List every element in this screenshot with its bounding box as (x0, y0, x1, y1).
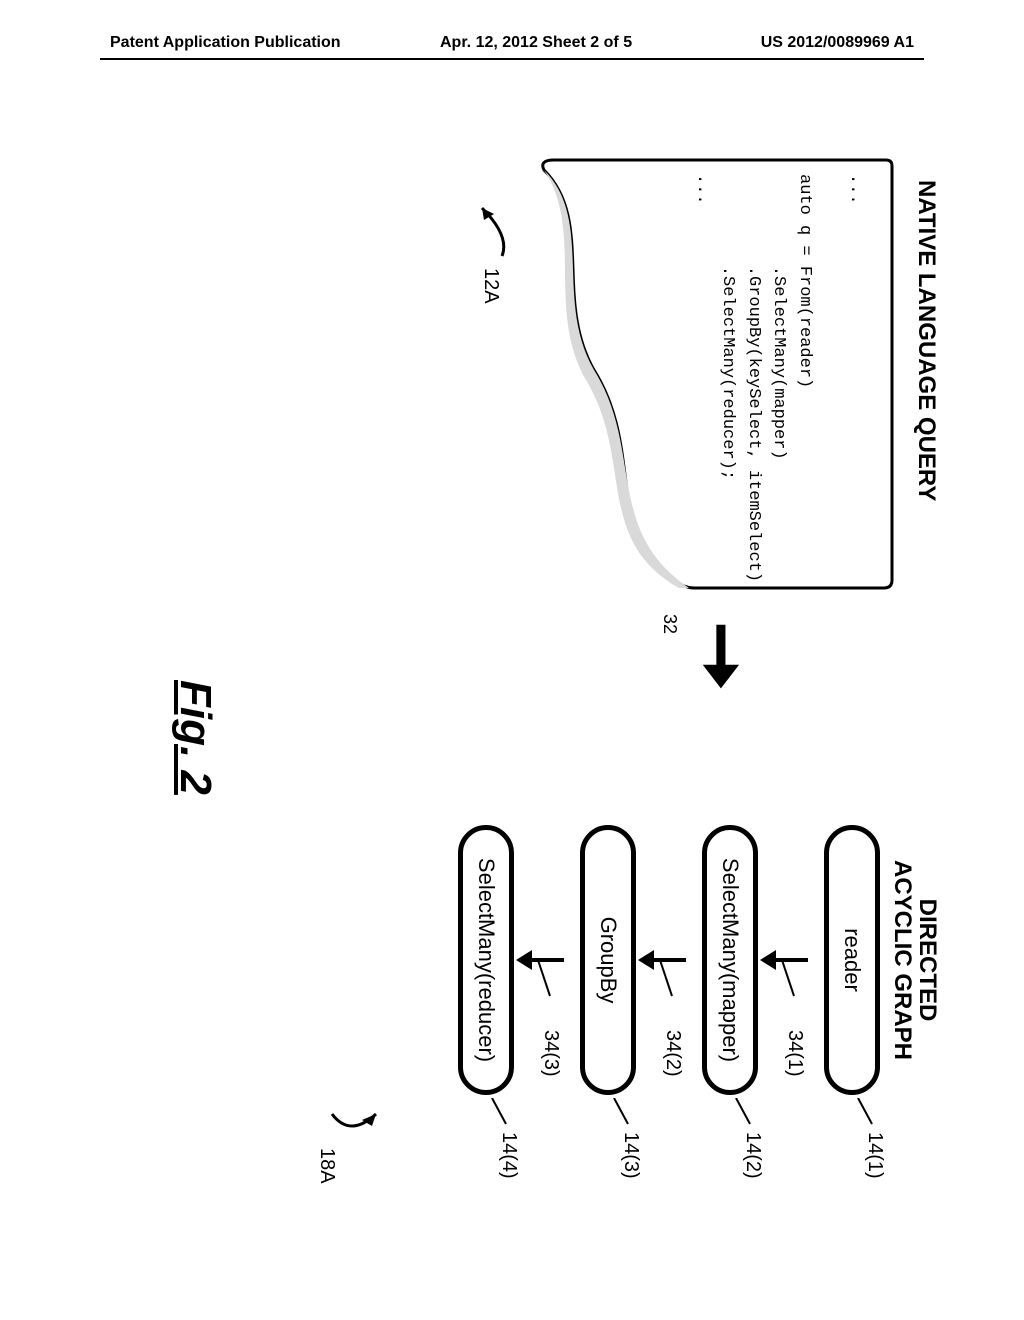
dag-edge-row: 34(3) (514, 700, 564, 1220)
figure-stage: NATIVE LANGUAGE QUERY ... auto q = From(… (90, 140, 940, 1240)
nlq-title: NATIVE LANGUAGE QUERY (912, 150, 940, 600)
dag-node: SelectMany(reducer) (458, 825, 514, 1095)
nlq-panel: ... auto q = From(reader) .SelectMany(ma… (534, 150, 894, 590)
dag-title-line1: DIRECTED (914, 899, 941, 1022)
transform-arrow-ref: 32 (659, 614, 680, 634)
dag-node: GroupBy (580, 825, 636, 1095)
dag-edge-ref-lead (776, 960, 796, 1010)
header-center: Apr. 12, 2012 Sheet 2 of 5 (440, 34, 632, 52)
dag-node: SelectMany(mapper) (702, 825, 758, 1095)
header-rule (100, 58, 924, 60)
dag-edge-ref-lead (532, 960, 552, 1010)
dag-title-line2: ACYCLIC GRAPH (889, 860, 916, 1060)
dag-node-row: SelectMany(mapper)14(2) (686, 700, 758, 1220)
dag-edge-row: 34(2) (636, 700, 686, 1220)
dag-edge-ref: 34(3) (539, 1030, 562, 1077)
dag-node-ref: 14(2) (741, 1132, 764, 1179)
dag-edge-row: 34(1) (758, 700, 808, 1220)
dag-node-row: GroupBy14(3) (564, 700, 636, 1220)
dag-node-ref: 14(1) (863, 1132, 886, 1179)
dag-column: DIRECTED ACYCLIC GRAPH reader14(1)34(1)S… (442, 700, 940, 1220)
dag-body: reader14(1)34(1)SelectMany(mapper)14(2)3… (442, 700, 880, 1220)
nlq-ref-lead (470, 196, 510, 276)
figure-stage-rotated: NATIVE LANGUAGE QUERY ... auto q = From(… (90, 140, 940, 1240)
dag-edge-ref: 34(2) (661, 1030, 684, 1077)
dag-edge-ref: 34(1) (783, 1030, 806, 1077)
header-left: Patent Application Publication (110, 34, 341, 52)
dag-node-ref: 14(4) (497, 1132, 520, 1179)
nlq-code: ... auto q = From(reader) .SelectMany(ma… (690, 174, 869, 582)
native-language-query-column: NATIVE LANGUAGE QUERY ... auto q = From(… (534, 150, 940, 600)
dag-node-row: SelectMany(reducer)14(4) (442, 700, 514, 1220)
dag-title: DIRECTED ACYCLIC GRAPH (890, 700, 940, 1220)
figure-caption: Fig. 2 (170, 680, 220, 795)
dag-edge-ref-lead (654, 960, 674, 1010)
dag-node: reader (824, 825, 880, 1095)
dag-end-ref: 18A (315, 1148, 338, 1184)
header-right: US 2012/0089969 A1 (761, 34, 914, 52)
nlq-ref-label: 12A (479, 268, 502, 304)
dag-node-row: reader14(1) (808, 700, 880, 1220)
dag-node-ref: 14(3) (619, 1132, 642, 1179)
